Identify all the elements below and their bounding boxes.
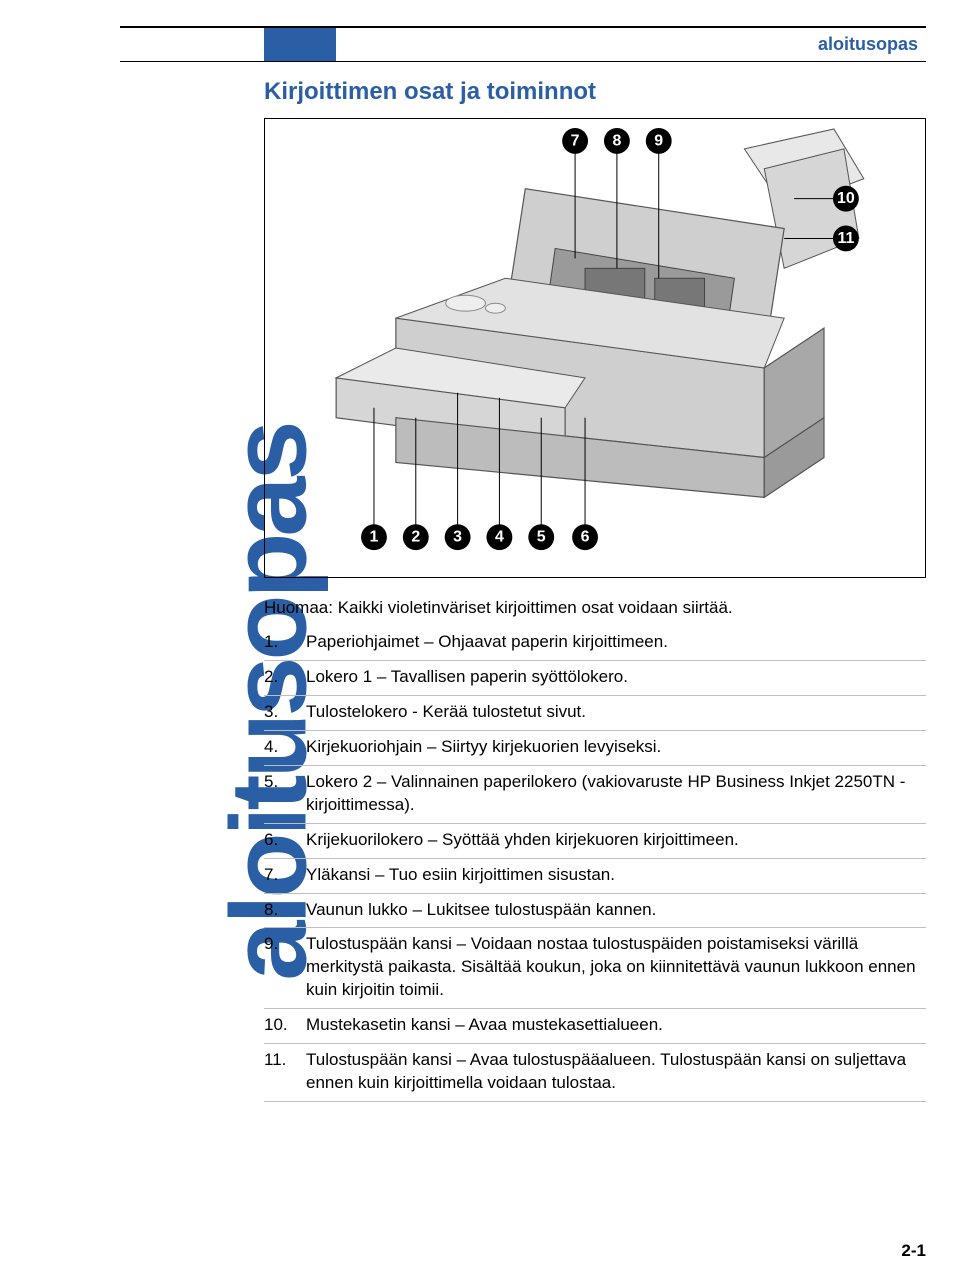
list-item-text: Yläkansi – Tuo esiin kirjoittimen sisust… [306, 864, 926, 887]
callout-number: 4 [495, 529, 504, 546]
callout-number: 6 [581, 529, 590, 546]
printer-diagram: 7891011123456 [264, 118, 926, 578]
list-item-number: 6. [264, 829, 306, 852]
callout-number: 11 [837, 230, 854, 247]
page-number: 2-1 [901, 1241, 926, 1261]
list-item-number: 11. [264, 1049, 306, 1095]
list-item: 8.Vaunun lukko – Lukitsee tulostuspään k… [264, 894, 926, 929]
list-item-text: Lokero 1 – Tavallisen paperin syöttöloke… [306, 666, 926, 689]
parts-list: 1.Paperiohjaimet – Ohjaavat paperin kirj… [264, 626, 926, 1102]
list-item: 6.Krijekuorilokero – Syöttää yhden kirje… [264, 824, 926, 859]
list-item-text: Vaunun lukko – Lukitsee tulostuspään kan… [306, 899, 926, 922]
list-item-text: Tulostelokero - Kerää tulostetut sivut. [306, 701, 926, 724]
list-item-number: 3. [264, 701, 306, 724]
header-label: aloitusopas [818, 34, 918, 55]
list-item: 1.Paperiohjaimet – Ohjaavat paperin kirj… [264, 626, 926, 661]
list-item-text: Krijekuorilokero – Syöttää yhden kirjeku… [306, 829, 926, 852]
note-text: Huomaa: Kaikki violetinväriset kirjoitti… [264, 598, 733, 618]
callout-number: 5 [537, 529, 546, 546]
list-item-text: Lokero 2 – Valinnainen paperilokero (vak… [306, 771, 926, 817]
callout-number: 1 [370, 529, 379, 546]
list-item: 7.Yläkansi – Tuo esiin kirjoittimen sisu… [264, 859, 926, 894]
list-item: 10.Mustekasetin kansi – Avaa mustekasett… [264, 1009, 926, 1044]
callout-number: 9 [654, 132, 663, 149]
list-item-number: 2. [264, 666, 306, 689]
list-item-number: 1. [264, 631, 306, 654]
list-item: 4.Kirjekuoriohjain – Siirtyy kirjekuorie… [264, 731, 926, 766]
list-item-number: 4. [264, 736, 306, 759]
list-item-text: Mustekasetin kansi – Avaa mustekasettial… [306, 1014, 926, 1037]
callout-number: 10 [837, 190, 855, 207]
list-item-number: 9. [264, 933, 306, 1002]
list-item: 5.Lokero 2 – Valinnainen paperilokero (v… [264, 766, 926, 824]
list-item-number: 10. [264, 1014, 306, 1037]
list-item-text: Tulostuspään kansi – Avaa tulostuspääalu… [306, 1049, 926, 1095]
callout-number: 2 [411, 529, 420, 546]
list-item-text: Tulostuspään kansi – Voidaan nostaa tulo… [306, 933, 926, 1002]
list-item: 9.Tulostuspään kansi – Voidaan nostaa tu… [264, 928, 926, 1009]
list-item-text: Kirjekuoriohjain – Siirtyy kirjekuorien … [306, 736, 926, 759]
printer-svg: 7891011123456 [265, 119, 925, 577]
callout-number: 3 [453, 529, 462, 546]
list-item-number: 8. [264, 899, 306, 922]
section-title: Kirjoittimen osat ja toiminnot [264, 78, 596, 106]
callout-number: 8 [612, 132, 621, 149]
list-item: 11.Tulostuspään kansi – Avaa tulostuspää… [264, 1044, 926, 1102]
list-item: 3.Tulostelokero - Kerää tulostetut sivut… [264, 696, 926, 731]
list-item-text: Paperiohjaimet – Ohjaavat paperin kirjoi… [306, 631, 926, 654]
list-item-number: 5. [264, 771, 306, 817]
list-item: 2.Lokero 1 – Tavallisen paperin syöttölo… [264, 661, 926, 696]
callout-number: 7 [571, 132, 580, 149]
header-bar: aloitusopas [120, 26, 926, 62]
list-item-number: 7. [264, 864, 306, 887]
